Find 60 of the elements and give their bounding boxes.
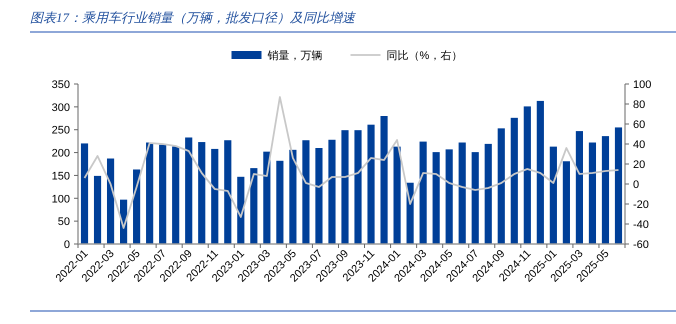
- bar: [394, 146, 401, 244]
- y2-tick-label: 80: [633, 99, 646, 111]
- y2-tick-label: 20: [633, 159, 646, 171]
- bar: [354, 130, 362, 244]
- bar: [576, 131, 583, 244]
- y2-tick-label: 60: [633, 119, 646, 131]
- bar: [172, 146, 180, 244]
- bar: [185, 137, 192, 244]
- bar: [367, 124, 375, 244]
- bar: [159, 144, 166, 244]
- y2-tick-label: 100: [633, 79, 652, 91]
- bar: [510, 118, 518, 244]
- bar: [263, 152, 270, 244]
- y-tick-label: 0: [64, 239, 70, 251]
- bar: [524, 106, 531, 244]
- line-series: [84, 96, 620, 229]
- bar: [276, 160, 284, 244]
- bar: [237, 176, 244, 244]
- legend-label: 销量，万辆: [266, 50, 322, 62]
- y-tick-label: 200: [52, 148, 70, 160]
- bar: [458, 142, 466, 244]
- bar: [484, 144, 492, 244]
- y2-tick-label: -60: [633, 239, 649, 251]
- y2-tick-label: -20: [633, 199, 649, 211]
- bar: [224, 140, 232, 244]
- y-tick-label: 50: [58, 216, 70, 228]
- bar: [94, 176, 102, 244]
- bar: [250, 168, 258, 244]
- y-tick-label: 150: [52, 170, 70, 182]
- y-tick-label: 300: [52, 102, 70, 114]
- bar: [302, 140, 310, 244]
- bar: [198, 142, 206, 244]
- bar: [562, 161, 570, 244]
- bar: [420, 142, 427, 244]
- y-tick-label: 350: [52, 79, 70, 91]
- bar: [106, 158, 114, 244]
- chart-title: 图表17：乘用车行业销量（万辆，批发口径）及同比增速: [30, 10, 356, 25]
- bar: [602, 136, 610, 244]
- y2-tick-label: 40: [633, 139, 646, 151]
- bar: [341, 130, 349, 244]
- bar: [432, 152, 440, 244]
- bar: [289, 150, 296, 244]
- bar: [588, 142, 596, 244]
- legend-label: 同比（%，右）: [386, 49, 462, 62]
- bar: [315, 148, 323, 244]
- bar: [80, 143, 88, 244]
- y2-tick-label: -40: [633, 219, 649, 231]
- bar: [550, 146, 557, 244]
- bar: [328, 140, 336, 244]
- bar: [498, 128, 505, 244]
- y-tick-label: 100: [52, 193, 70, 206]
- bar: [146, 142, 154, 244]
- bar: [211, 148, 218, 244]
- y2-tick-label: 0: [633, 179, 640, 191]
- bar: [380, 116, 388, 244]
- bar: [446, 149, 453, 244]
- bar: [472, 152, 479, 244]
- y-tick-label: 250: [52, 124, 70, 137]
- bar: [614, 127, 622, 244]
- bar: [536, 100, 544, 244]
